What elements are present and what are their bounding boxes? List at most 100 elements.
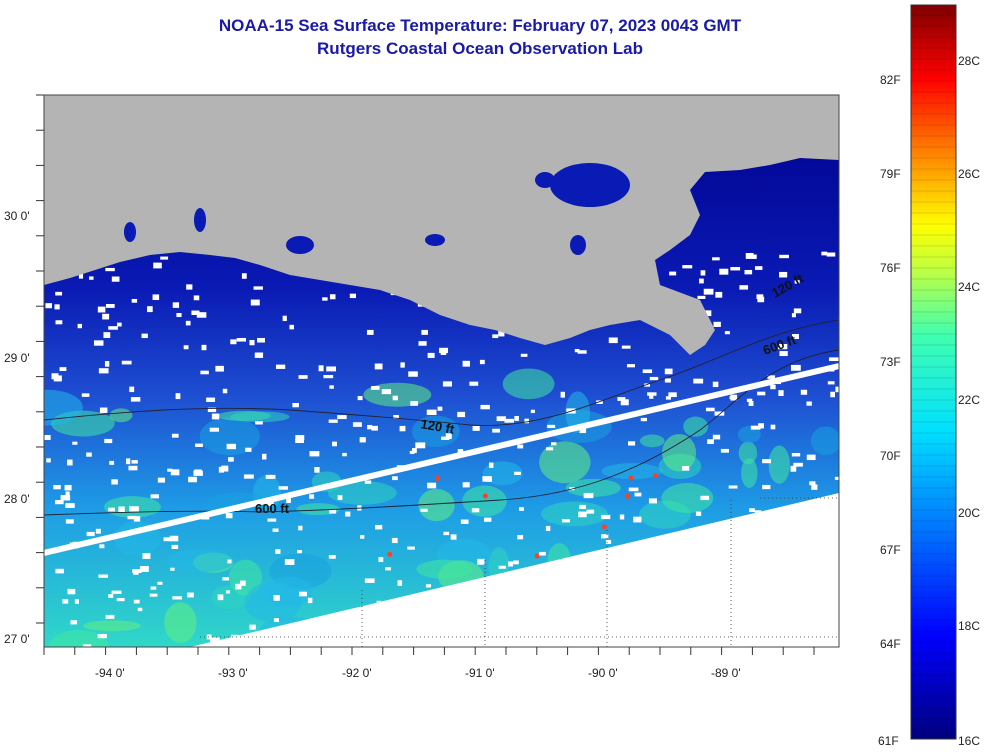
cloud-speck [206, 397, 216, 402]
cloud-speck [345, 511, 351, 517]
cloud-speck [381, 389, 392, 395]
cloud-speck [668, 392, 677, 398]
lon-label-91: -91 0' [465, 666, 495, 680]
hot-spot [435, 476, 441, 482]
cloud-speck [116, 598, 125, 602]
contour-120ft [44, 319, 839, 426]
cloud-speck [326, 366, 337, 372]
warm-patch [768, 445, 790, 484]
cloud-speck [758, 423, 764, 429]
cloud-speck [514, 416, 519, 421]
cloud-speck [520, 353, 528, 357]
cloud-speck [225, 513, 233, 519]
cloud-speck [230, 339, 237, 345]
cloud-speck [314, 467, 320, 473]
cb-label-22c: 22C [958, 393, 980, 407]
cloud-speck [800, 389, 808, 395]
cloud-speck [275, 364, 286, 369]
cloud-speck [342, 452, 347, 457]
cloud-speck [420, 508, 428, 512]
cloud-speck [744, 269, 753, 275]
cloud-speck [298, 375, 308, 379]
warm-patch [199, 417, 260, 456]
cloud-speck [826, 252, 836, 257]
cloud-speck [267, 518, 277, 522]
cloud-speck [129, 506, 139, 512]
cloud-speck [619, 514, 625, 520]
cloud-speck [712, 257, 720, 261]
cloud-speck [191, 310, 200, 315]
cloud-speck [65, 503, 75, 509]
cloud-speck [547, 424, 556, 429]
cloud-speck [642, 369, 653, 374]
cloud-speck [496, 416, 506, 422]
cloud-speck [560, 391, 565, 398]
cloud-speck [793, 462, 803, 467]
cloud-speck [393, 415, 399, 419]
cloud-speck [51, 373, 59, 380]
cloud-speck [488, 462, 494, 468]
cloud-speck [712, 381, 719, 388]
cloud-speck [418, 341, 427, 346]
cloud-speck [793, 308, 802, 314]
cloud-speck [295, 435, 305, 441]
cloud-speck [298, 525, 303, 531]
cloud-speck [834, 476, 839, 480]
cloud-speck [779, 254, 789, 259]
cloud-speck [105, 303, 115, 308]
cloud-speck [427, 482, 437, 489]
cloud-speck [579, 504, 586, 510]
cloud-speck [409, 450, 415, 454]
warm-patch [109, 408, 133, 423]
cloud-speck [127, 515, 137, 520]
cloud-speck [89, 276, 94, 280]
lon-label-89: -89 0' [711, 666, 741, 680]
cloud-speck [272, 528, 279, 532]
cloud-speck [577, 350, 587, 354]
cloud-speck [628, 487, 639, 492]
cloud-speck [754, 266, 763, 270]
colorbar-bands [911, 14, 956, 731]
cloud-speck [809, 481, 816, 486]
cloud-speck [157, 477, 166, 483]
cloud-speck [328, 419, 338, 423]
cloud-speck [455, 648, 460, 653]
cloud-speck [749, 508, 755, 513]
cloud-speck [770, 384, 776, 390]
cloud-speck [715, 291, 723, 298]
cloud-speck [108, 507, 115, 512]
warm-patch [541, 501, 608, 527]
cloud-speck [391, 537, 398, 544]
cloud-speck [838, 317, 839, 323]
cloud-speck [460, 519, 469, 524]
cloud-speck [415, 442, 426, 449]
cloud-speck [236, 337, 247, 342]
cloud-speck [699, 278, 704, 284]
cloud-speck [371, 386, 380, 390]
cloud-speck [273, 618, 279, 623]
title-line-2: Rutgers Coastal Ocean Observation Lab [317, 39, 643, 58]
warm-patch [639, 434, 665, 448]
cloud-speck [508, 561, 514, 567]
cloud-speck [579, 427, 587, 434]
cb-label-18c: 18C [958, 619, 980, 633]
cloud-speck [739, 285, 749, 290]
cloud-speck [139, 566, 149, 572]
cloud-speck [754, 510, 762, 515]
cloud-speck [329, 294, 336, 300]
cloud-speck [298, 591, 307, 597]
cloud-speck [129, 386, 135, 393]
cloud-speck [53, 485, 61, 490]
cloud-speck [399, 425, 406, 432]
cloud-speck [150, 586, 157, 590]
hot-spot [652, 473, 658, 479]
cloud-speck [479, 359, 485, 365]
cloud-speck [713, 321, 721, 327]
cloud-speck [586, 509, 595, 514]
cloud-speck [54, 304, 60, 310]
land-mass [44, 95, 839, 355]
cloud-speck [649, 376, 659, 381]
cloud-speck [207, 407, 217, 413]
cloud-speck [278, 486, 288, 490]
cloud-speck [206, 634, 212, 640]
